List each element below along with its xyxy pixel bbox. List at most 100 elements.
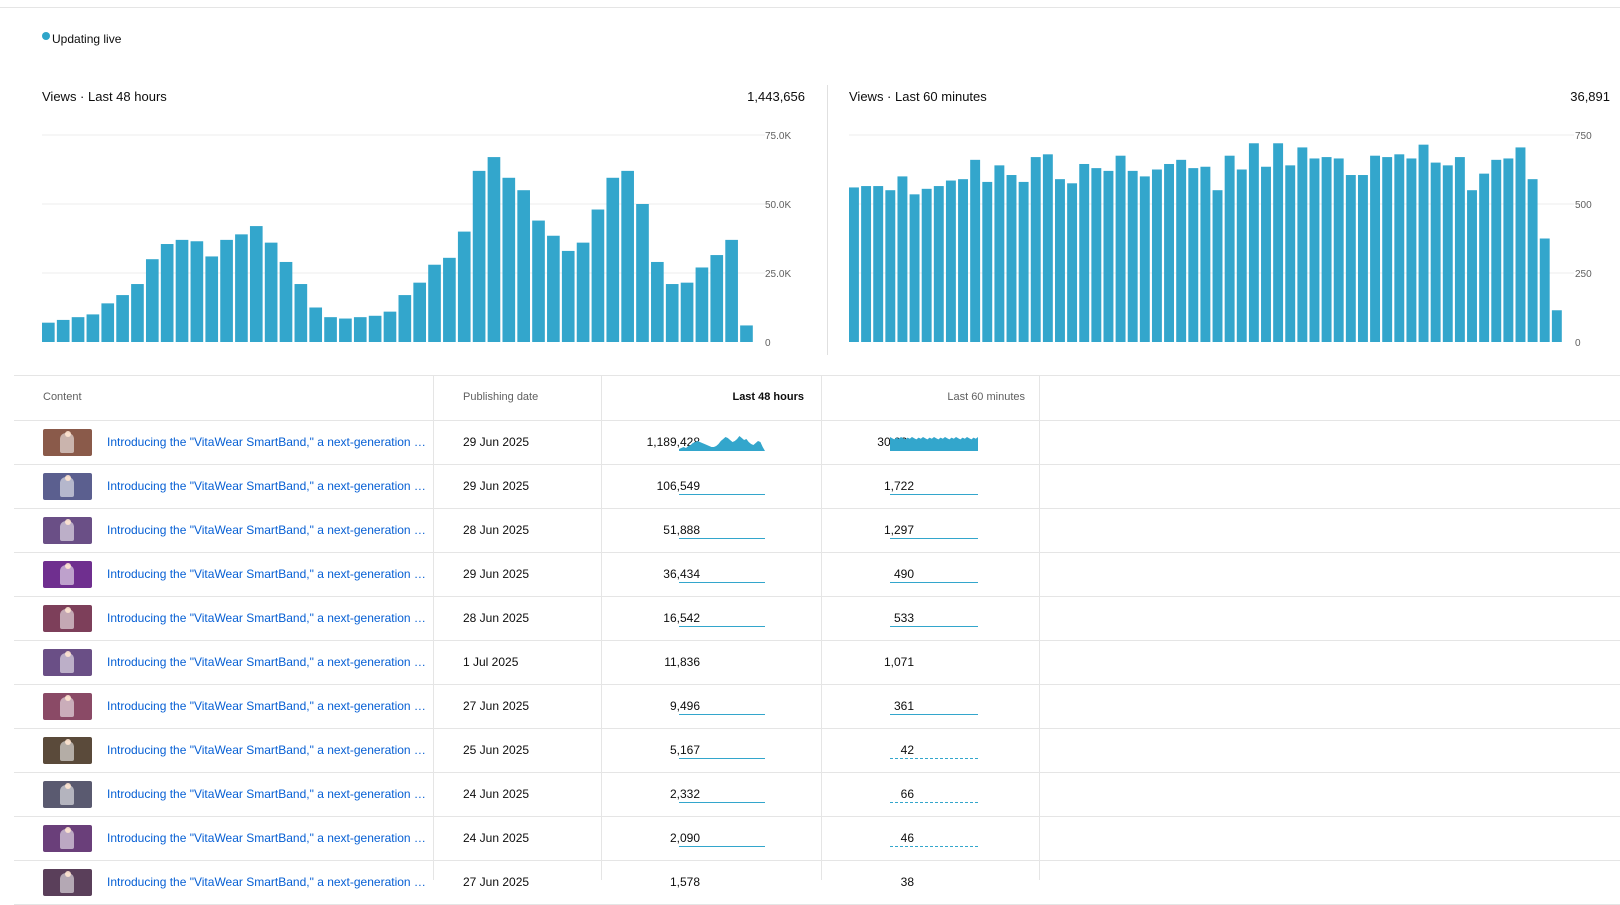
bar[interactable]: [680, 282, 694, 342]
bar[interactable]: [1370, 155, 1381, 342]
bar[interactable]: [621, 170, 634, 342]
video-title-link[interactable]: Introducing the "VitaWear SmartBand," a …: [107, 743, 427, 757]
bar[interactable]: [1333, 158, 1344, 342]
bar[interactable]: [413, 282, 427, 342]
bar[interactable]: [131, 284, 144, 342]
bar[interactable]: [368, 315, 382, 342]
bar[interactable]: [1188, 168, 1199, 342]
bar[interactable]: [636, 204, 649, 342]
bar[interactable]: [1151, 169, 1162, 343]
bar[interactable]: [909, 194, 920, 342]
bar[interactable]: [145, 259, 159, 342]
bar[interactable]: [532, 220, 545, 342]
bar[interactable]: [160, 244, 174, 342]
bar[interactable]: [1139, 176, 1150, 342]
video-title-link[interactable]: Introducing the "VitaWear SmartBand," a …: [107, 787, 427, 801]
bar[interactable]: [398, 295, 412, 342]
table-row[interactable]: Introducing the "VitaWear SmartBand," a …: [14, 817, 1620, 861]
bar[interactable]: [1321, 157, 1332, 342]
bar[interactable]: [1467, 190, 1477, 342]
bar[interactable]: [116, 295, 129, 342]
bar[interactable]: [86, 314, 100, 342]
bar[interactable]: [101, 303, 115, 342]
video-thumbnail[interactable]: [43, 517, 92, 544]
bar[interactable]: [873, 186, 884, 342]
bar[interactable]: [994, 165, 1005, 342]
bar[interactable]: [249, 226, 263, 342]
bar[interactable]: [1224, 155, 1235, 342]
bar[interactable]: [1454, 157, 1465, 342]
bar[interactable]: [710, 255, 724, 342]
bar[interactable]: [1527, 179, 1538, 342]
bar[interactable]: [1406, 158, 1417, 342]
table-row[interactable]: Introducing the "VitaWear SmartBand," a …: [14, 597, 1620, 641]
bar[interactable]: [353, 317, 367, 342]
bar[interactable]: [591, 209, 605, 342]
bar[interactable]: [205, 256, 219, 342]
table-row[interactable]: Introducing the "VitaWear SmartBand," a …: [14, 773, 1620, 817]
header-last-48-hours[interactable]: Last 48 hours: [732, 391, 804, 403]
bar[interactable]: [1539, 238, 1550, 343]
bar[interactable]: [1115, 155, 1126, 342]
bar[interactable]: [487, 157, 501, 342]
bar[interactable]: [309, 307, 323, 343]
bar[interactable]: [71, 317, 85, 342]
video-thumbnail[interactable]: [43, 781, 92, 808]
bar[interactable]: [933, 186, 944, 342]
bar[interactable]: [1503, 158, 1514, 342]
video-title-link[interactable]: Introducing the "VitaWear SmartBand," a …: [107, 567, 427, 581]
bar[interactable]: [576, 242, 590, 342]
bar[interactable]: [1006, 175, 1017, 342]
bar[interactable]: [970, 159, 981, 342]
bar[interactable]: [1164, 163, 1175, 342]
table-row[interactable]: Introducing the "VitaWear SmartBand," a …: [14, 553, 1620, 597]
bar[interactable]: [383, 311, 397, 342]
bar[interactable]: [897, 176, 908, 342]
video-thumbnail[interactable]: [43, 429, 92, 456]
bar[interactable]: [264, 242, 278, 342]
bar[interactable]: [1479, 173, 1490, 342]
video-thumbnail[interactable]: [43, 473, 92, 500]
header-publishing-date[interactable]: Publishing date: [463, 391, 539, 403]
bar[interactable]: [547, 235, 560, 342]
bar[interactable]: [1212, 190, 1223, 342]
bar[interactable]: [457, 231, 471, 342]
bar[interactable]: [1442, 165, 1453, 342]
bar[interactable]: [1103, 170, 1114, 342]
table-row[interactable]: Introducing the "VitaWear SmartBand," a …: [14, 465, 1620, 509]
bar[interactable]: [1042, 154, 1053, 342]
bar[interactable]: [1248, 143, 1259, 342]
bar[interactable]: [1273, 143, 1284, 342]
bar[interactable]: [472, 170, 486, 342]
table-row[interactable]: Introducing the "VitaWear SmartBand," a …: [14, 421, 1620, 465]
bar[interactable]: [982, 181, 993, 342]
header-last-60-minutes[interactable]: Last 60 minutes: [947, 391, 1025, 403]
bar[interactable]: [428, 264, 441, 342]
bar[interactable]: [861, 186, 872, 342]
chart-last-48-hours[interactable]: 0 25.0K 50.0K 75.0K: [42, 120, 802, 360]
bar[interactable]: [1176, 159, 1187, 342]
bar[interactable]: [849, 187, 859, 342]
table-row[interactable]: Introducing the "VitaWear SmartBand," a …: [14, 685, 1620, 729]
video-title-link[interactable]: Introducing the "VitaWear SmartBand," a …: [107, 875, 427, 889]
bar[interactable]: [1418, 144, 1429, 342]
header-content[interactable]: Content: [43, 391, 82, 403]
bar[interactable]: [517, 190, 530, 342]
bar[interactable]: [324, 317, 337, 342]
table-row[interactable]: Introducing the "VitaWear SmartBand," a …: [14, 641, 1620, 685]
table-row[interactable]: Introducing the "VitaWear SmartBand," a …: [14, 729, 1620, 773]
bar[interactable]: [1079, 163, 1090, 342]
video-title-link[interactable]: Introducing the "VitaWear SmartBand," a …: [107, 655, 427, 669]
bar[interactable]: [1309, 158, 1320, 342]
video-title-link[interactable]: Introducing the "VitaWear SmartBand," a …: [107, 479, 427, 493]
bar[interactable]: [725, 239, 738, 342]
bar[interactable]: [1382, 157, 1393, 342]
bar[interactable]: [695, 267, 709, 342]
video-title-link[interactable]: Introducing the "VitaWear SmartBand," a …: [107, 699, 427, 713]
video-title-link[interactable]: Introducing the "VitaWear SmartBand," a …: [107, 435, 427, 449]
bar[interactable]: [606, 177, 620, 342]
bar[interactable]: [740, 325, 753, 342]
bar[interactable]: [651, 261, 664, 342]
video-thumbnail[interactable]: [43, 825, 92, 852]
bar[interactable]: [1515, 147, 1526, 342]
